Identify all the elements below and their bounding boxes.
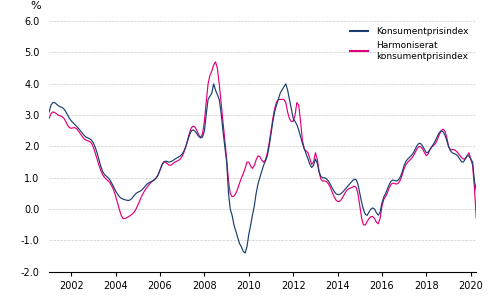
Legend: Konsumentprisindex, Harmoniserat
konsumentprisindex: Konsumentprisindex, Harmoniserat konsume… (347, 23, 472, 64)
Text: %: % (30, 1, 40, 11)
